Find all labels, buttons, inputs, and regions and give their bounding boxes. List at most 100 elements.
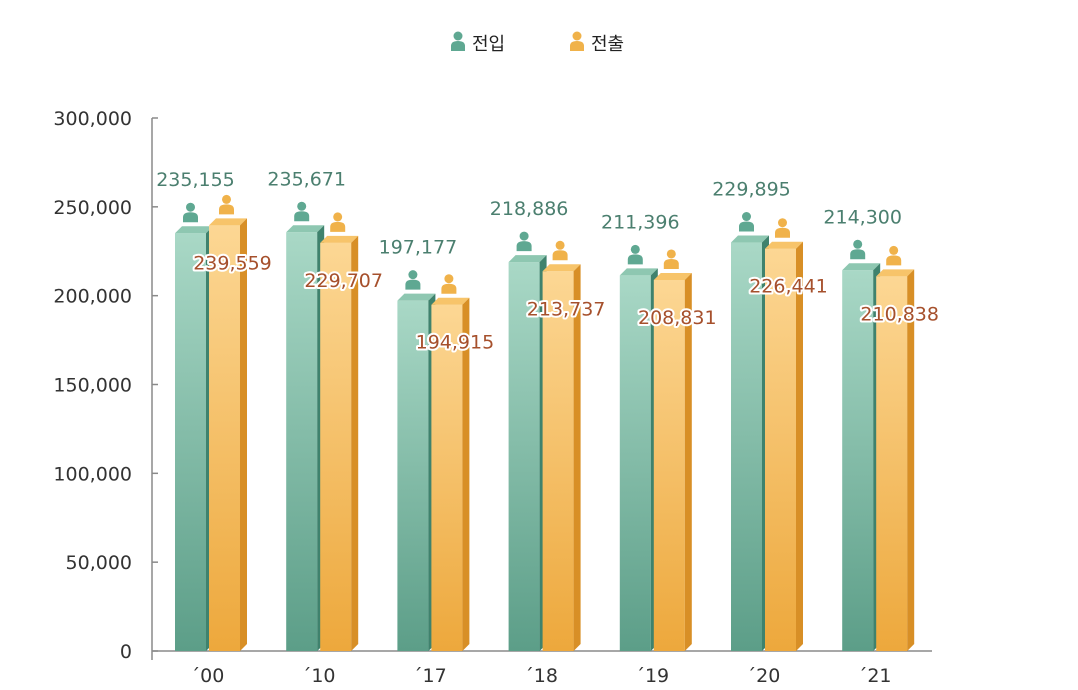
bar-out bbox=[542, 264, 581, 651]
bar-out bbox=[320, 235, 359, 651]
legend: 전입 전출 bbox=[451, 31, 624, 55]
bar-in-top bbox=[842, 263, 881, 271]
person-body bbox=[886, 255, 902, 266]
y-tick-label: 150,000 bbox=[53, 375, 132, 397]
data-label-in: 218,886 bbox=[490, 198, 569, 220]
person-icon bbox=[183, 202, 198, 223]
x-ticks: ´00 ´10 ´17 ´18 ´19 ´20 ´21 bbox=[191, 665, 892, 687]
person-head bbox=[778, 218, 787, 228]
x-tick-label: ´21 bbox=[858, 665, 892, 687]
bar-out bbox=[765, 241, 803, 651]
person-body bbox=[294, 211, 310, 222]
person-icon bbox=[627, 244, 643, 265]
person-icon bbox=[775, 218, 790, 238]
legend-item-out: 전출 bbox=[570, 31, 624, 55]
bar-out bbox=[431, 297, 470, 651]
person-head bbox=[853, 239, 863, 249]
person-icon bbox=[405, 270, 421, 290]
person-body bbox=[775, 227, 790, 238]
bar-out-side bbox=[240, 218, 247, 651]
person-body bbox=[441, 283, 457, 294]
person-head bbox=[333, 212, 343, 222]
y-tick-label: 200,000 bbox=[53, 286, 132, 308]
person-head bbox=[630, 244, 640, 254]
legend-item-in: 전입 bbox=[451, 31, 505, 55]
data-label-in: 229,895 bbox=[712, 179, 791, 201]
data-label-out: 194,915 bbox=[416, 332, 495, 354]
bar-out-side bbox=[796, 241, 803, 651]
bar-out-face bbox=[320, 242, 352, 651]
person-body bbox=[552, 250, 568, 261]
bar-out-top bbox=[320, 235, 359, 243]
y-tick-label: 0 bbox=[120, 641, 132, 663]
y-tick-label: 100,000 bbox=[53, 463, 132, 485]
bar-out-face bbox=[431, 304, 463, 651]
person-body bbox=[183, 212, 198, 223]
person-head bbox=[408, 270, 418, 280]
x-tick-label: ´00 bbox=[191, 665, 225, 687]
bar-in bbox=[175, 226, 213, 651]
bar-in-top bbox=[175, 226, 213, 234]
data-label-out: 226,441 bbox=[749, 276, 828, 298]
bar-out-top bbox=[431, 297, 470, 305]
bar-in-face bbox=[842, 270, 874, 651]
person-icon bbox=[886, 245, 902, 266]
person-body bbox=[330, 221, 346, 232]
data-label-in: 197,177 bbox=[379, 237, 458, 259]
person-head bbox=[297, 201, 307, 211]
person-icon bbox=[663, 249, 679, 269]
legend-out-label: 전출 bbox=[591, 34, 624, 55]
person-icon bbox=[552, 240, 568, 261]
data-label-out: 239,559 bbox=[193, 252, 272, 274]
bar-out bbox=[209, 218, 247, 651]
legend-in-label: 전입 bbox=[472, 34, 505, 55]
y-tick-label: 300,000 bbox=[53, 108, 132, 130]
bar-in-top bbox=[619, 268, 658, 276]
bar-out-face bbox=[876, 276, 908, 651]
bar-in-face bbox=[731, 242, 762, 651]
y-tick-label: 250,000 bbox=[53, 197, 132, 219]
data-label-in: 235,671 bbox=[267, 168, 346, 190]
x-tick-label: ´18 bbox=[524, 665, 558, 687]
person-icon bbox=[739, 212, 754, 232]
person-icon bbox=[451, 31, 465, 51]
bar-in-top bbox=[508, 255, 547, 263]
data-label-in: 214,300 bbox=[823, 206, 902, 228]
bar-out-side bbox=[907, 269, 915, 651]
bar-in-face bbox=[619, 275, 651, 651]
person-body bbox=[219, 204, 234, 215]
data-label-out: 213,737 bbox=[527, 298, 606, 320]
person-body bbox=[405, 279, 421, 290]
person-icon bbox=[570, 31, 584, 51]
data-label-in: 235,155 bbox=[156, 169, 235, 191]
bar-in bbox=[731, 235, 769, 651]
data-label-out: 210,838 bbox=[860, 303, 939, 325]
bar-out-side bbox=[462, 297, 470, 651]
person-body bbox=[739, 221, 754, 232]
x-tick-label: ´17 bbox=[413, 665, 447, 687]
person-head bbox=[519, 231, 529, 241]
bar-in-top bbox=[731, 235, 769, 243]
person-icon bbox=[330, 212, 346, 232]
bar-out-side bbox=[684, 272, 692, 651]
person-head bbox=[889, 245, 899, 255]
person-icon bbox=[850, 239, 866, 260]
data-labels: 235,155 239,559 235,671 229,707 197,177 194,9… bbox=[156, 168, 941, 355]
person-head bbox=[186, 202, 195, 212]
bar-out-top bbox=[876, 269, 915, 277]
data-label-in: 211,396 bbox=[601, 211, 680, 233]
bar-in-face bbox=[508, 262, 540, 651]
bar-out-top bbox=[765, 241, 803, 249]
person-body bbox=[627, 254, 643, 265]
bar-out-top bbox=[653, 272, 692, 280]
bar-out bbox=[876, 269, 915, 651]
bar-out-face bbox=[765, 248, 796, 651]
bars bbox=[175, 218, 915, 651]
bar-in-face bbox=[175, 233, 206, 651]
bar-in-face bbox=[286, 232, 318, 651]
person-head bbox=[742, 212, 751, 222]
bar-out-top bbox=[209, 218, 247, 226]
person-icon bbox=[516, 231, 532, 252]
bar-in-top bbox=[286, 225, 325, 233]
bar-in-top bbox=[397, 293, 436, 301]
